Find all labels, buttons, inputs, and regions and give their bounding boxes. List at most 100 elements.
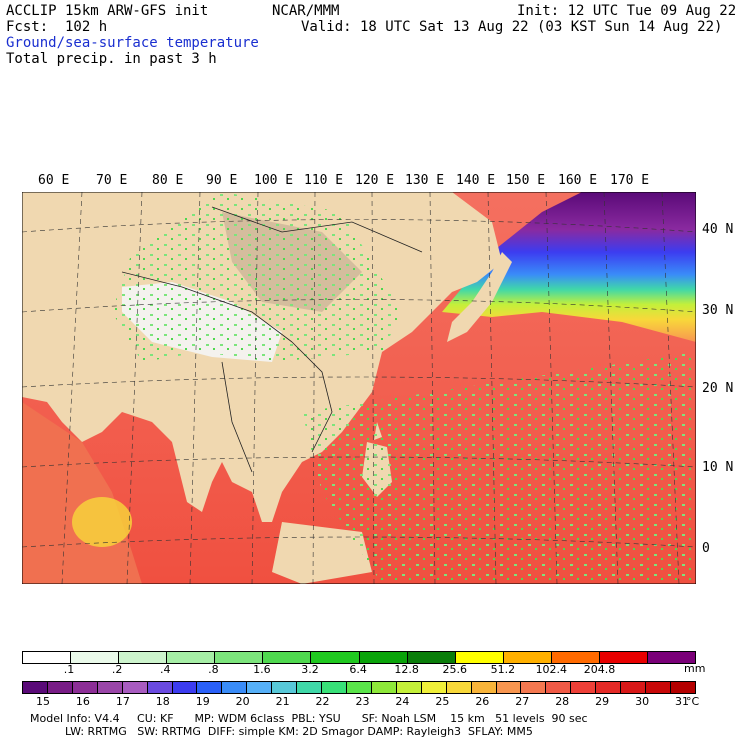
precip-tick-label: 51.2: [490, 663, 516, 676]
north-pacific-sst: [442, 192, 696, 342]
colorbar-swatch: [371, 682, 397, 693]
colorbar-swatch: [97, 682, 123, 693]
temperature-tick-label: 19: [195, 695, 210, 708]
colorbar-swatch: [215, 652, 264, 663]
lon-label: 120 E: [355, 173, 395, 188]
temperature-tick-label: 23: [355, 695, 370, 708]
precip-tick-label: 3.2: [301, 663, 319, 676]
colorbar-swatch: [503, 652, 552, 663]
colorbar-swatch: [521, 682, 547, 693]
temperature-tick-label: 17: [115, 695, 130, 708]
temperature-tick-label: 29: [595, 695, 610, 708]
colorbar-swatch: [596, 682, 622, 693]
temperature-tick-label: 31: [675, 695, 690, 708]
init-time: Init: 12 UTC Tue 09 Aug 22: [517, 3, 737, 19]
precip-tick-label: 6.4: [349, 663, 367, 676]
temperature-tick-label: 26: [475, 695, 490, 708]
precip-unit: mm: [684, 662, 706, 675]
colorbar-swatch: [670, 682, 695, 693]
lon-label: 110 E: [304, 173, 344, 188]
lat-label: 20 N: [702, 381, 734, 396]
valid-time: Valid: 18 UTC Sat 13 Aug 22 (03 KST Sun …: [301, 19, 723, 35]
colorbar-swatch: [359, 652, 408, 663]
lon-label: 150 E: [506, 173, 546, 188]
lon-label: 100 E: [254, 173, 294, 188]
lon-label: 90 E: [206, 173, 238, 188]
lat-label: 40 N: [702, 222, 734, 237]
lon-label: 160 E: [558, 173, 598, 188]
field-precip-title: Total precip. in past 3 h: [6, 51, 217, 67]
temperature-tick-label: 15: [35, 695, 50, 708]
colorbar-swatch: [122, 682, 148, 693]
model-info-line1: Model Info: V4.4 CU: KF MP: WDM 6class P…: [30, 712, 588, 725]
colorbar-swatch: [599, 652, 649, 663]
temperature-tick-label: 21: [275, 695, 290, 708]
precip-tick-label: .1: [63, 663, 75, 676]
colorbar-swatch: [297, 682, 323, 693]
lon-label: 60 E: [38, 173, 70, 188]
colorbar-swatch: [72, 682, 98, 693]
colorbar-swatch: [421, 682, 447, 693]
colorbar-swatch: [23, 652, 72, 663]
temperature-tick-label: 27: [515, 695, 530, 708]
borneo: [272, 522, 372, 584]
weather-map: [22, 192, 696, 584]
colorbar-swatch: [263, 652, 312, 663]
colorbar-swatch: [222, 682, 248, 693]
precip-tick-label: 1.6: [253, 663, 271, 676]
temperature-tick-label: 24: [395, 695, 410, 708]
lon-label: 140 E: [456, 173, 496, 188]
field-shaded-title: Ground/sea-surface temperature: [6, 35, 259, 51]
precip-tick-label: .2: [111, 663, 123, 676]
precip-overlay-ocean: [302, 352, 696, 584]
lon-label: 70 E: [96, 173, 128, 188]
colorbar-swatch: [471, 682, 497, 693]
lat-label: 0: [702, 541, 710, 556]
temperature-tick-label: 16: [75, 695, 90, 708]
colorbar-swatch: [446, 682, 472, 693]
lon-label: 130 E: [405, 173, 445, 188]
lon-label: 80 E: [152, 173, 184, 188]
model-info-line2: LW: RRTMG SW: RRTMG DIFF: simple KM: 2D …: [30, 725, 533, 738]
colorbar-swatch: [346, 682, 372, 693]
colorbar-swatch: [455, 652, 504, 663]
graticule: [22, 192, 696, 584]
colorbar-swatch: [551, 652, 600, 663]
temperature-tick-label: 25: [435, 695, 450, 708]
colorbar-swatch: [172, 682, 198, 693]
colorbar-swatch: [272, 682, 298, 693]
colorbar-swatch: [546, 682, 572, 693]
colorbar-swatch: [247, 682, 273, 693]
precip-tick-label: 25.6: [442, 663, 467, 676]
colorbar-swatch: [322, 682, 347, 693]
temperature-tick-label: 18: [155, 695, 170, 708]
colorbar-swatch: [197, 682, 223, 693]
colorbar-swatch: [407, 652, 456, 663]
precip-tick-label: .8: [208, 663, 219, 676]
borders: [121, 206, 423, 473]
temperature-tick-label: 22: [315, 695, 330, 708]
precip-tick-label: 204.8: [583, 663, 616, 676]
temperature-tick-label: 20: [235, 695, 250, 708]
lon-label: 170 E: [610, 173, 650, 188]
temperature-tick-label: 30: [635, 695, 650, 708]
center-label: NCAR/MMM: [272, 3, 340, 19]
model-title: ACCLIP 15km ARW-GFS init: [6, 3, 209, 19]
colorbar-swatch: [47, 682, 73, 693]
colorbar-swatch: [119, 652, 168, 663]
colorbar-swatch: [496, 682, 522, 693]
temperature-tick-label: 28: [555, 695, 570, 708]
colorbar-swatch: [23, 682, 48, 693]
forecast-hour: Fcst: 102 h: [6, 19, 108, 35]
temperature-unit: °C: [686, 695, 700, 708]
colorbar-swatch: [71, 652, 120, 663]
lat-label: 10 N: [702, 460, 734, 475]
colorbar-swatch: [646, 682, 671, 693]
japan: [447, 252, 512, 342]
colorbar-swatch: [621, 682, 647, 693]
colorbar-swatch: [571, 682, 597, 693]
precip-overlay-land: [112, 192, 402, 362]
precip-tick-label: 12.8: [394, 663, 419, 676]
colorbar-swatch: [648, 652, 696, 663]
colorbar-swatch: [167, 652, 216, 663]
